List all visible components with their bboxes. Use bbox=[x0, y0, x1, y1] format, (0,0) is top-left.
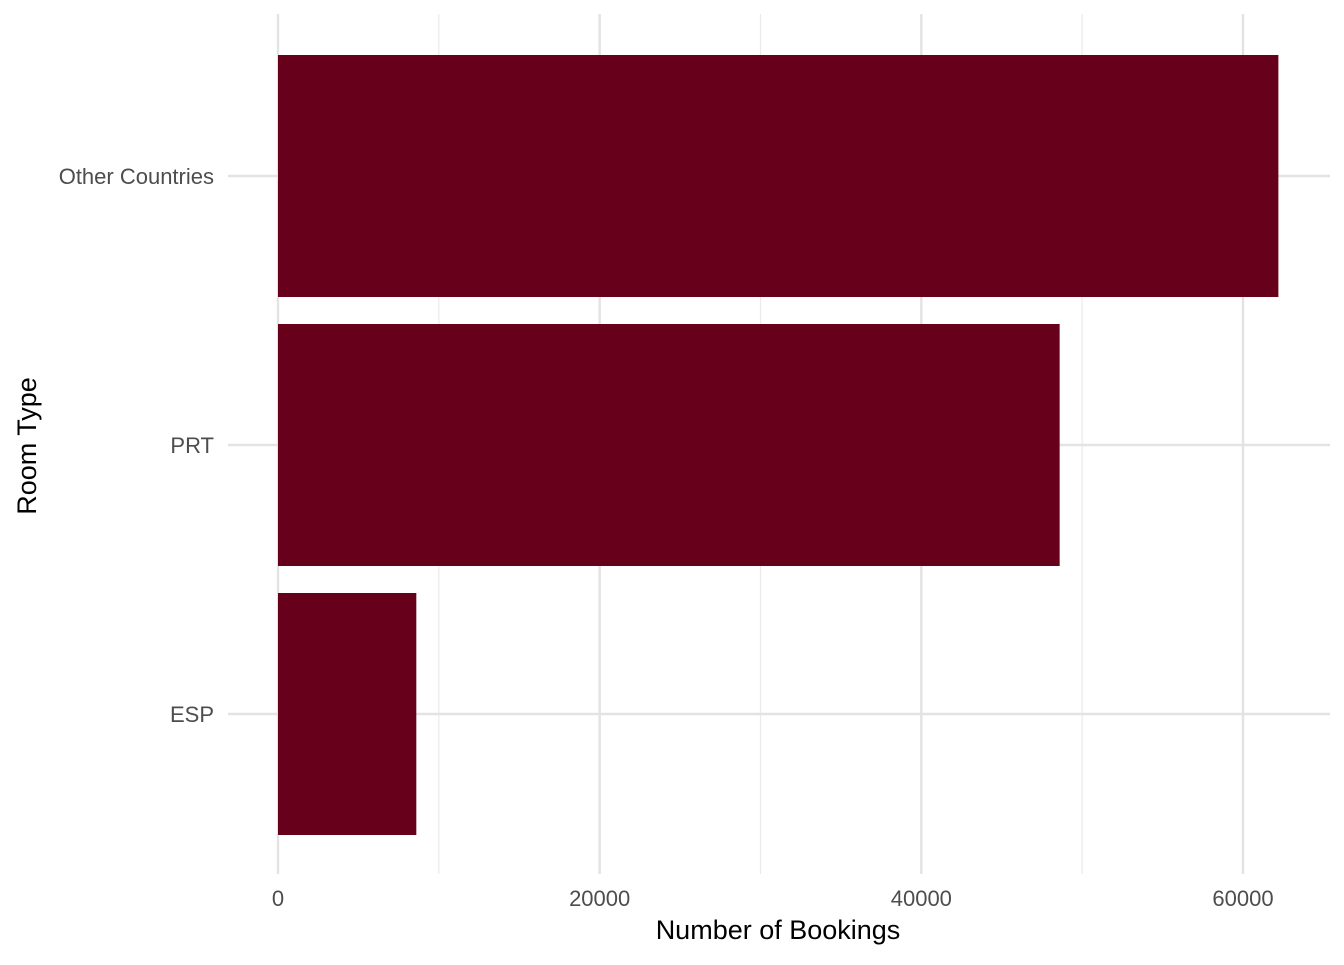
y-axis-ticks: Other Countries PRT ESP bbox=[59, 164, 214, 727]
y-tick-label: ESP bbox=[170, 702, 214, 727]
x-axis-title: Number of Bookings bbox=[656, 915, 901, 945]
x-tick-label: 20000 bbox=[569, 886, 630, 911]
y-tick-label: Other Countries bbox=[59, 164, 214, 189]
y-tick-label: PRT bbox=[170, 433, 214, 458]
x-tick-label: 60000 bbox=[1212, 886, 1273, 911]
x-axis-ticks: 0 20000 40000 60000 bbox=[272, 886, 1274, 911]
bar-esp bbox=[278, 593, 417, 835]
bars bbox=[278, 55, 1279, 835]
bar-other-countries bbox=[278, 55, 1279, 297]
x-tick-label: 40000 bbox=[891, 886, 952, 911]
x-tick-label: 0 bbox=[272, 886, 284, 911]
bar-prt bbox=[278, 324, 1060, 566]
y-axis-title: Room Type bbox=[12, 377, 42, 515]
